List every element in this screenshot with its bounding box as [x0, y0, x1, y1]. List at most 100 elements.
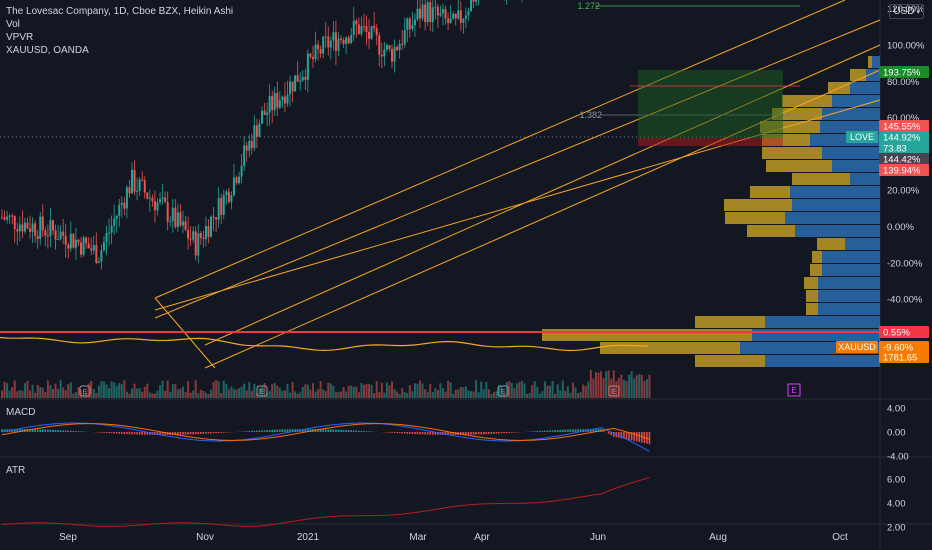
- volume-bar: [589, 370, 592, 398]
- candle-body: [131, 169, 133, 194]
- macd-histogram-bar: [503, 432, 505, 434]
- love-badge-2-bg: [879, 131, 929, 143]
- volume-bar: [138, 388, 141, 398]
- candle-body: [51, 220, 54, 231]
- vp-row-buy: [822, 251, 880, 263]
- macd-histogram-bar: [437, 432, 439, 435]
- macd-histogram-bar: [222, 432, 225, 433]
- macd-pane-label[interactable]: MACD: [6, 407, 36, 418]
- macd-histogram-bar: [77, 431, 80, 432]
- love-badge-1: 145.55%: [883, 122, 921, 133]
- volume-bar: [605, 371, 608, 398]
- volume-bar: [625, 381, 628, 398]
- love-badge-3: 73.83: [883, 144, 907, 155]
- candle-body: [431, 7, 434, 22]
- currency-label: USD: [893, 6, 915, 17]
- candle-body: [273, 92, 276, 111]
- vp-row-sell: [725, 212, 785, 224]
- candle-body: [380, 54, 383, 57]
- volume-bar: [508, 381, 511, 398]
- macd-histogram-bar: [360, 430, 363, 432]
- price-tick-label: 0.00%: [887, 222, 914, 233]
- vp-row-buy: [752, 329, 880, 341]
- volume-bar: [528, 392, 531, 398]
- macd-histogram-bar: [164, 432, 166, 435]
- vp-row-sell: [868, 56, 872, 68]
- macd-histogram-bar: [34, 429, 36, 432]
- macd-histogram-bar: [217, 432, 220, 434]
- currency-selector[interactable]: USD ▾: [889, 4, 924, 19]
- candle-body: [439, 13, 442, 16]
- candle-body: [57, 239, 60, 241]
- macd-histogram-bar: [294, 429, 296, 432]
- volume-bar: [622, 379, 625, 398]
- volume-bar: [156, 390, 159, 398]
- vp-row-sell: [750, 186, 790, 198]
- macd-histogram-bar: [597, 429, 600, 432]
- candle-body: [164, 197, 167, 203]
- volume-bar: [166, 380, 169, 398]
- candle-body: [304, 76, 307, 80]
- volume-bar: [332, 385, 335, 398]
- love-badge-4-bg: [879, 153, 929, 165]
- macd-histogram-bar: [620, 432, 623, 439]
- candle-body: [161, 197, 164, 200]
- macd-histogram-bar: [431, 432, 434, 435]
- candle-body: [115, 215, 118, 219]
- candle-body: [72, 233, 75, 248]
- candle-body: [464, 15, 467, 19]
- candle-body: [105, 233, 108, 243]
- volume-bar: [498, 385, 501, 398]
- volume-bar: [571, 382, 574, 398]
- candle-body: [100, 250, 103, 262]
- volume-bar: [105, 384, 108, 398]
- chart-legend: The Lovesac Company, 1D, Cboe BZX, Heiki…: [6, 5, 233, 57]
- legend-symbol[interactable]: The Lovesac Company, 1D, Cboe BZX, Heiki…: [6, 6, 234, 17]
- candle-body: [289, 81, 292, 95]
- candle-body: [266, 112, 269, 116]
- macd-histogram-bar: [133, 432, 136, 435]
- volume-bar: [640, 374, 643, 398]
- macd-histogram-bar: [595, 429, 597, 432]
- candle-body: [220, 198, 223, 215]
- vp-row-buy: [822, 108, 880, 120]
- volume-bar: [311, 383, 314, 398]
- candle-body: [248, 140, 251, 151]
- volume-bar: [59, 380, 62, 398]
- love-badge-3-bg: [879, 142, 929, 154]
- volume-bars: [1, 370, 651, 398]
- vp-row-buy: [765, 355, 880, 367]
- legend-compare[interactable]: XAUUSD, OANDA: [6, 45, 89, 56]
- vp-row-buy: [872, 56, 880, 68]
- macd-histogram-bar: [225, 432, 228, 433]
- macd-histogram-bar: [582, 429, 584, 432]
- candle-body: [467, 11, 470, 16]
- macd-histogram-bar: [551, 430, 554, 432]
- volume-bar: [607, 370, 610, 398]
- volume-bar: [362, 384, 365, 398]
- atr-pane-label[interactable]: ATR: [6, 465, 26, 476]
- earnings-marker: [79, 385, 91, 397]
- vp-row-buy: [820, 121, 880, 133]
- macd-histogram-bar: [546, 430, 549, 432]
- volume-bar: [174, 384, 177, 398]
- candle-body: [457, 10, 460, 19]
- volume-bar: [250, 390, 253, 398]
- volume-bar: [278, 387, 281, 398]
- volume-bar: [235, 389, 238, 398]
- macd-histogram-bar: [182, 432, 184, 435]
- candle-body: [207, 226, 210, 237]
- time-tick-label: Aug: [709, 532, 727, 543]
- volume-bar: [131, 388, 133, 398]
- volume-bar: [368, 384, 371, 398]
- volume-bar: [401, 388, 404, 398]
- volume-bar: [67, 384, 70, 398]
- legend-vpvr[interactable]: VPVR: [6, 32, 34, 43]
- macd-histogram-bar: [403, 432, 406, 434]
- macd-histogram-bar: [19, 429, 21, 432]
- volume-bar: [164, 391, 167, 398]
- legend-vol[interactable]: Vol: [6, 19, 20, 30]
- candle-body: [447, 18, 450, 24]
